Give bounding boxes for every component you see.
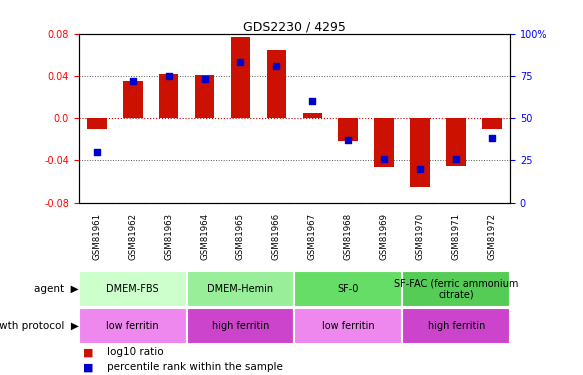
Text: GSM81963: GSM81963 — [164, 213, 173, 260]
Bar — [374, 118, 394, 167]
Text: GSM81962: GSM81962 — [128, 213, 137, 260]
Text: DMEM-FBS: DMEM-FBS — [106, 284, 159, 294]
Point — [344, 137, 353, 143]
Bar — [195, 75, 215, 118]
Text: low ferritin: low ferritin — [106, 321, 159, 331]
Bar — [79, 308, 187, 344]
Text: ■: ■ — [83, 362, 93, 372]
Bar — [402, 308, 510, 344]
Text: GSM81961: GSM81961 — [92, 213, 101, 260]
Bar — [410, 118, 430, 187]
Bar — [87, 118, 107, 129]
Point — [128, 78, 138, 84]
Bar — [123, 81, 142, 118]
Text: log10 ratio: log10 ratio — [107, 347, 163, 357]
Text: GSM81964: GSM81964 — [200, 213, 209, 260]
Point — [236, 60, 245, 66]
Bar — [187, 308, 294, 344]
Text: SF-FAC (ferric ammonium
citrate): SF-FAC (ferric ammonium citrate) — [394, 278, 518, 300]
Bar — [294, 271, 402, 307]
Text: ■: ■ — [83, 347, 93, 357]
Bar — [402, 271, 510, 307]
Title: GDS2230 / 4295: GDS2230 / 4295 — [243, 21, 346, 34]
Bar — [303, 113, 322, 118]
Text: GSM81969: GSM81969 — [380, 213, 389, 260]
Bar — [294, 308, 402, 344]
Text: percentile rank within the sample: percentile rank within the sample — [107, 362, 283, 372]
Point — [92, 149, 101, 155]
Text: growth protocol  ▶: growth protocol ▶ — [0, 321, 79, 331]
Bar — [339, 118, 358, 141]
Text: GSM81965: GSM81965 — [236, 213, 245, 260]
Bar — [79, 271, 187, 307]
Bar — [266, 50, 286, 118]
Bar — [231, 37, 250, 118]
Bar — [159, 74, 178, 118]
Text: low ferritin: low ferritin — [322, 321, 375, 331]
Bar — [447, 118, 466, 166]
Point — [416, 166, 425, 172]
Text: SF-0: SF-0 — [338, 284, 359, 294]
Text: GSM81967: GSM81967 — [308, 213, 317, 260]
Point — [487, 135, 497, 141]
Point — [451, 156, 461, 162]
Text: GSM81968: GSM81968 — [344, 213, 353, 260]
Text: GSM81972: GSM81972 — [487, 213, 497, 260]
Text: agent  ▶: agent ▶ — [34, 284, 79, 294]
Bar — [482, 118, 502, 129]
Text: GSM81970: GSM81970 — [416, 213, 425, 260]
Text: GSM81971: GSM81971 — [452, 213, 461, 260]
Text: DMEM-Hemin: DMEM-Hemin — [208, 284, 273, 294]
Text: high ferritin: high ferritin — [212, 321, 269, 331]
Text: GSM81966: GSM81966 — [272, 213, 281, 260]
Point — [272, 63, 281, 69]
Point — [164, 73, 173, 79]
Point — [200, 76, 209, 82]
Point — [380, 156, 389, 162]
Text: high ferritin: high ferritin — [427, 321, 485, 331]
Point — [308, 98, 317, 104]
Bar — [187, 271, 294, 307]
